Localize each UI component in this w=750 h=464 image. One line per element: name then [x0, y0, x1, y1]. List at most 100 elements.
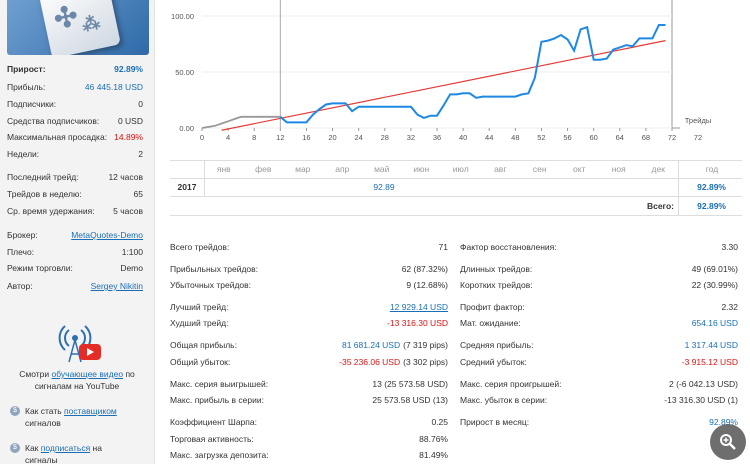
help2-text: Как — [25, 443, 41, 453]
stat-label: Мат. ожидание: — [460, 318, 521, 328]
sidebar-stat-row: Последний трейд: 12 часов — [7, 170, 143, 184]
stat-value: 2 (-6 042.13 USD) — [558, 377, 738, 391]
stat-value: 2.32 — [558, 300, 738, 314]
year-label: 2017 — [177, 182, 197, 192]
stat-value: 13 (25 573.58 USD) — [238, 377, 448, 391]
sidebar-stat-value[interactable]: Sergey Nikitin — [90, 281, 143, 291]
stat-value-main: 81 681.24 USD — [341, 340, 401, 350]
youtube-video-block[interactable]: Смотри обучающее видео по сигналам на Yo… — [7, 318, 147, 398]
stat-value: -3 915.12 USD — [558, 355, 738, 369]
sidebar-stat-row: Максимальная просадка: 14.89% — [7, 130, 143, 144]
month-header: авг — [494, 164, 507, 174]
year-header: год — [705, 164, 719, 174]
sidebar-stat-row: Прирост: 92.89% — [7, 62, 143, 76]
video-text-1: Смотри — [19, 369, 52, 379]
x-tick-label: 12 — [276, 133, 284, 142]
sidebar-stat-row: Автор: Sergey Nikitin — [7, 279, 143, 293]
sidebar-stat-value: 0 — [138, 99, 143, 109]
stat-value-main: -13 316.30 USD (1) — [664, 395, 738, 405]
stat-label: Коэффициент Шарпа: — [170, 417, 257, 427]
help-become-provider[interactable]: Как стать поставщиком сигналов — [25, 405, 117, 429]
stat-value-main: 81.49% — [419, 450, 448, 460]
stat-value: 1 317.44 USD — [558, 338, 738, 352]
sidebar-stat-row: Плечо: 1:100 — [7, 245, 143, 259]
month-header: май — [374, 164, 390, 174]
x-axis-label: Трейды — [685, 116, 711, 125]
stat-label: Худший трейд: — [170, 318, 229, 328]
stat-value-main: 62 (87.32%) — [401, 264, 448, 274]
x-tick-label: 28 — [381, 133, 389, 142]
stat-label: Макс. загрузка депозита: — [170, 450, 269, 460]
stat-value: 25 573.58 USD (13) — [238, 393, 448, 407]
sidebar-stat-value: Demo — [120, 263, 143, 273]
stat-label: Длинных трейдов: — [460, 264, 533, 274]
x-tick-label: 8 — [252, 133, 256, 142]
logo-cube-icon: ✣ ⁂ — [39, 0, 121, 55]
stat-value-main: -35 236.06 USD — [339, 357, 401, 367]
help1-link[interactable]: поставщиком — [64, 406, 117, 416]
month-header: янв — [216, 164, 231, 174]
stat-label: Средняя прибыль: — [460, 340, 534, 350]
sidebar-stat-value[interactable]: MetaQuotes-Demo — [71, 230, 143, 240]
x-tick-label: 48 — [511, 133, 519, 142]
stat-value: 81.49% — [238, 448, 448, 462]
help2-link[interactable]: подписаться — [40, 443, 91, 453]
sidebar-stat-row: Недели: 2 — [7, 147, 143, 161]
sidebar-stat-value: 14.89% — [114, 132, 143, 142]
stat-label: Макс. серия проигрышей: — [460, 379, 562, 389]
stat-label: Коротких трейдов: — [460, 280, 533, 290]
sidebar-stat-value: 0 USD — [117, 116, 143, 126]
stat-label: Общая прибыль: — [170, 340, 237, 350]
x-tick-label: 0 — [200, 133, 204, 142]
total-value: 92.89% — [697, 201, 726, 211]
video-link[interactable]: обучающее видео — [51, 369, 124, 379]
month-header: мар — [295, 164, 311, 174]
stat-value-main[interactable]: 12 929.14 USD — [389, 302, 448, 312]
y-tick-label: 0.00 — [179, 124, 194, 133]
sidebar: ✣ ⁂ Прирост: 92.89% Прибыль: 46 445.18 USD По… — [0, 0, 155, 464]
stat-value-main: 2.32 — [721, 302, 738, 312]
stat-value: 88.76% — [238, 432, 448, 446]
year-monthly-value: 92.89 — [373, 182, 395, 192]
growth-line-initial — [201, 115, 281, 129]
sidebar-stat-label: Ср. время удержания: — [7, 206, 95, 216]
sidebar-stat-value: 65 — [133, 189, 143, 199]
sidebar-stat-label: Прибыль: — [7, 82, 46, 92]
stat-label: Средний убыток: — [460, 357, 527, 367]
stat-label: Фактор восстановления: — [460, 242, 557, 252]
stat-value-main: 654.16 USD — [691, 318, 738, 328]
sidebar-stat-value: 92.89% — [114, 64, 143, 74]
stat-value-main: 3.30 — [721, 242, 738, 252]
x-tick-label: 4 — [226, 133, 230, 142]
stat-value-main: 49 (69.01%) — [691, 264, 738, 274]
stat-value[interactable]: 12 929.14 USD — [238, 300, 448, 314]
help2-rest: сигналы — [25, 455, 58, 464]
x-tick-label: 20 — [328, 133, 336, 142]
stat-value-main: 9 (12.68%) — [406, 280, 448, 290]
help2-mid: на — [90, 443, 102, 453]
zoom-button[interactable] — [710, 424, 746, 460]
help1-rest: сигналов — [25, 418, 61, 428]
signal-tower-youtube-icon — [58, 325, 101, 363]
sidebar-stat-row: Прибыль: 46 445.18 USD — [7, 80, 143, 94]
signal-logo[interactable]: ✣ ⁂ — [7, 0, 149, 55]
stat-value-main: 2 (-6 042.13 USD) — [669, 379, 738, 389]
total-label: Всего: — [646, 201, 674, 211]
stat-value-main: 22 (30.99%) — [691, 280, 738, 290]
stat-value-main: 92.89% — [709, 417, 738, 427]
stat-value-main: -13 316.30 USD — [387, 318, 448, 328]
x-tick-label: 72 — [668, 133, 676, 142]
y-tick-label: 50.00 — [175, 68, 194, 77]
help-subscribe[interactable]: Как подписаться на сигналы — [25, 442, 102, 464]
stat-value-main: 13 (25 573.58 USD) — [372, 379, 448, 389]
sidebar-stat-row: Режим торговли: Demo — [7, 261, 143, 275]
y-tick-label: 100.00 — [171, 12, 194, 21]
sidebar-stat-row: Средства подписчиков: 0 USD — [7, 114, 143, 128]
month-header: июл — [452, 164, 469, 174]
stat-label: Лучший трейд: — [170, 302, 229, 312]
stat-value: 49 (69.01%) — [558, 262, 738, 276]
sidebar-stat-label: Автор: — [7, 281, 33, 291]
stat-value: 22 (30.99%) — [558, 278, 738, 292]
stat-value: -13 316.30 USD — [238, 316, 448, 330]
x-tick-label: 52 — [537, 133, 545, 142]
